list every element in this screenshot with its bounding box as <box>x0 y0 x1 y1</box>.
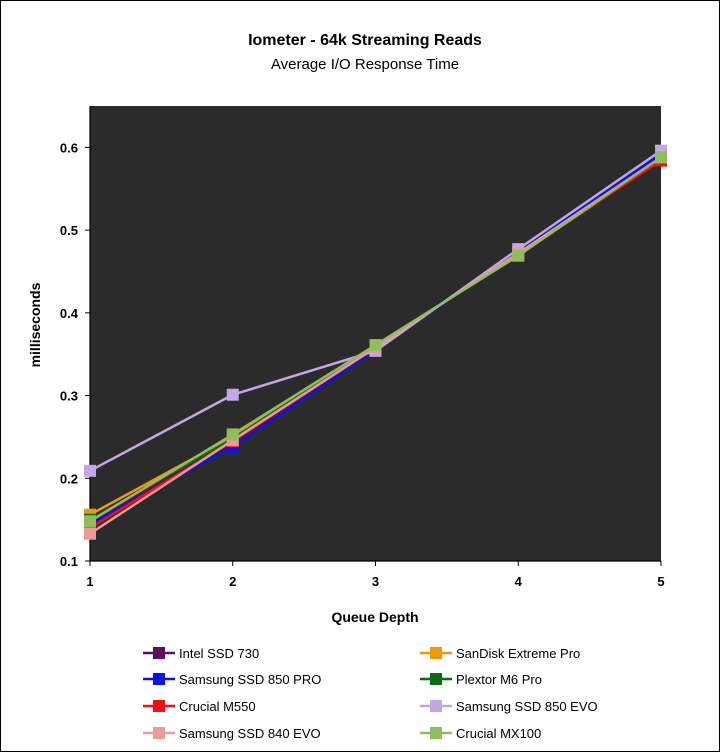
series-layer <box>84 144 667 540</box>
x-tick-label: 5 <box>657 574 664 589</box>
legend: Intel SSD 730 SanDisk Extreme Pro Samsung … <box>143 646 598 741</box>
x-tick-label: 2 <box>229 574 236 589</box>
data-point-samsung-ssd-850-evo <box>84 464 96 477</box>
data-point-crucial-mx100 <box>655 151 667 164</box>
chart-title: Iometer - 64k Streaming Reads <box>248 32 482 49</box>
legend-label: Samsung SSD 850 EVO <box>456 699 598 714</box>
x-tick-label: 4 <box>515 574 523 589</box>
legend-item-intel-ssd-730: Intel SSD 730 <box>143 646 259 661</box>
y-tick-label: 0.3 <box>60 389 78 404</box>
y-tick-label: 0.6 <box>60 140 78 155</box>
ticks-layer: 0.1 0.2 0.3 0.4 0.5 0.6 1 2 3 4 5 <box>60 140 665 589</box>
data-point-samsung-ssd-840-evo <box>84 527 96 540</box>
legend-item-samsung-ssd-850-pro: Samsung SSD 850 PRO <box>143 672 321 687</box>
legend-item-plextor-m6-pro: Plextor M6 Pro <box>420 672 542 687</box>
x-tick-label: 3 <box>372 574 379 589</box>
data-point-crucial-mx100 <box>84 515 96 528</box>
y-axis-label: milliseconds <box>27 282 43 367</box>
legend-marker <box>430 647 442 659</box>
legend-marker <box>430 673 442 685</box>
legend-item-sandisk-extreme-pro: SanDisk Extreme Pro <box>420 646 580 661</box>
y-tick-label: 0.1 <box>60 554 78 569</box>
chart-subtitle: Average I/O Response Time <box>271 56 459 73</box>
legend-marker <box>430 727 442 739</box>
data-point-crucial-mx100 <box>512 249 525 262</box>
y-tick-label: 0.5 <box>60 223 78 238</box>
y-tick-label: 0.4 <box>60 306 79 321</box>
data-point-crucial-mx100 <box>369 339 382 352</box>
legend-item-samsung-ssd-840-evo: Samsung SSD 840 EVO <box>143 726 321 741</box>
legend-item-samsung-ssd-850-evo: Samsung SSD 850 EVO <box>420 699 598 714</box>
legend-label: Samsung SSD 850 PRO <box>179 672 321 687</box>
y-tick-label: 0.2 <box>60 471 78 486</box>
legend-marker <box>430 700 442 712</box>
x-axis-label: Queue Depth <box>331 609 418 625</box>
legend-marker <box>153 727 165 739</box>
legend-marker <box>153 673 165 685</box>
legend-item-crucial-m550: Crucial M550 <box>143 699 256 714</box>
legend-marker <box>153 700 165 712</box>
data-point-crucial-mx100 <box>226 428 239 441</box>
legend-label: Samsung SSD 840 EVO <box>179 726 321 741</box>
legend-item-crucial-mx100: Crucial MX100 <box>420 726 541 741</box>
legend-marker <box>153 647 165 659</box>
legend-label: SanDisk Extreme Pro <box>456 646 580 661</box>
legend-label: Intel SSD 730 <box>179 646 259 661</box>
plot-area <box>90 106 661 561</box>
series-crucial-mx100 <box>84 151 667 528</box>
legend-label: Plextor M6 Pro <box>456 672 542 687</box>
x-tick-label: 1 <box>86 574 93 589</box>
data-point-samsung-ssd-850-evo <box>226 388 239 401</box>
legend-label: Crucial M550 <box>179 699 256 714</box>
legend-label: Crucial MX100 <box>456 726 541 741</box>
